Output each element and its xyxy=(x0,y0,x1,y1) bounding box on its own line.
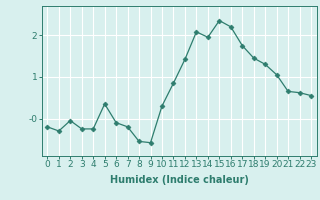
X-axis label: Humidex (Indice chaleur): Humidex (Indice chaleur) xyxy=(110,175,249,185)
